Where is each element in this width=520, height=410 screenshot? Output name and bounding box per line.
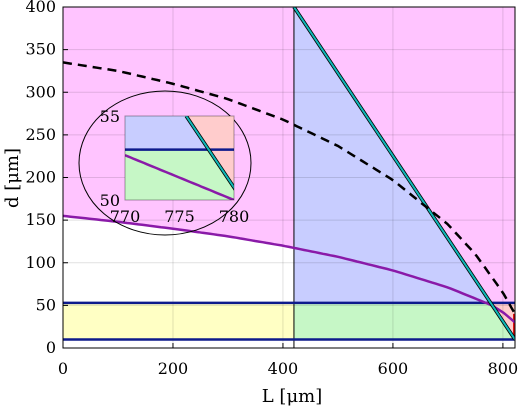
inset-purple-curve — [125, 154, 234, 200]
inset-y-tick-label: 50 — [100, 191, 120, 210]
series-dashed-curve — [63, 61, 515, 315]
grid-layer — [63, 7, 515, 348]
region-bottom-strip — [63, 339, 515, 348]
zoom-ellipse — [78, 90, 252, 236]
inset-chart: 770 775 780 50 55 — [100, 107, 250, 226]
y-tick-label: 100 — [25, 253, 56, 272]
x-tick-label: 0 — [58, 359, 68, 378]
series-purple-curve — [63, 214, 515, 324]
lines-layer — [63, 7, 515, 348]
ticks-layer: 0 200 400 600 800 0 50 100 150 200 250 300 350 400 — [25, 0, 518, 378]
x-tick-label: 200 — [158, 359, 189, 378]
series-cyan-line — [293, 7, 515, 341]
x-tick-label: 600 — [378, 359, 409, 378]
y-tick-label: 250 — [25, 125, 56, 144]
y-tick-label: 50 — [36, 295, 56, 314]
y-tick-label: 400 — [25, 0, 56, 16]
x-axis-label: L [μm] — [262, 386, 323, 407]
inset-plot-area — [125, 116, 234, 200]
inset-region-pink-top — [186, 116, 234, 150]
region-green — [293, 302, 515, 340]
y-tick-label: 150 — [25, 210, 56, 229]
y-tick-label: 200 — [25, 168, 56, 187]
inset-y-tick-label: 55 — [100, 107, 120, 126]
inset-x-tick-label: 775 — [164, 207, 195, 226]
inset-x-tick-label: 770 — [110, 207, 141, 226]
y-tick-label: 0 — [46, 338, 56, 357]
inset-region-pink-bottom — [208, 149, 234, 200]
x-tick-label: 400 — [268, 359, 299, 378]
inset-region-green — [125, 149, 234, 200]
region-yellow — [63, 302, 294, 340]
x-tick-label: 800 — [488, 359, 519, 378]
y-axis-label: d [μm] — [2, 148, 23, 208]
inset-x-tick-label: 780 — [219, 207, 250, 226]
y-tick-label: 350 — [25, 40, 56, 59]
inset-frame — [124, 115, 235, 201]
inset-cyan-line — [185, 116, 234, 190]
y-tick-label: 300 — [25, 82, 56, 101]
